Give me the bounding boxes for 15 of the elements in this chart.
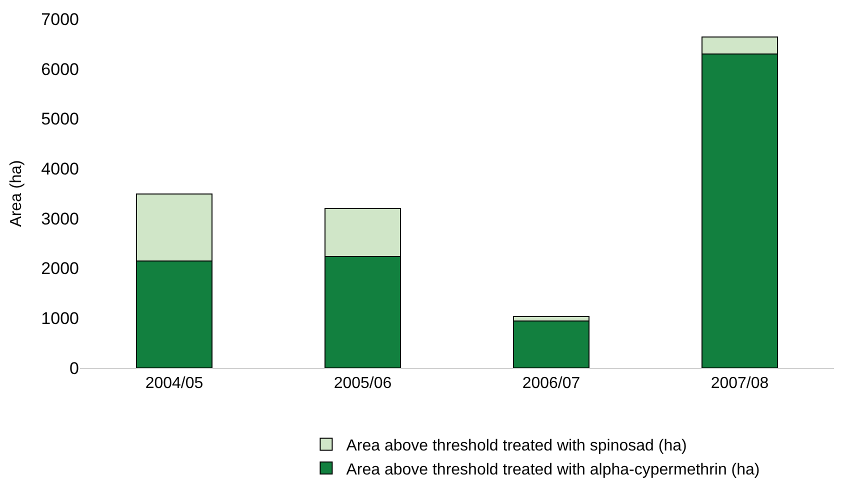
y-axis-title: Area (ha)	[8, 160, 26, 227]
x-tick-label: 2006/07	[522, 375, 580, 392]
x-tick-label: 2005/06	[334, 375, 392, 392]
legend-label: Area above threshold treated with alpha-cypermethrin (ha)	[346, 461, 760, 478]
y-tick-label: 1000	[41, 309, 79, 328]
x-tick-label: 2004/05	[145, 375, 204, 392]
y-tick-label: 6000	[41, 60, 79, 79]
y-tick-label: 5000	[41, 110, 79, 129]
y-tick-label: 7000	[41, 10, 79, 29]
y-tick-label: 2000	[41, 259, 79, 278]
y-tick-label: 4000	[41, 160, 79, 179]
x-tick-label: 2007/08	[710, 375, 769, 392]
legend-label: Area above threshold treated with spinosad (ha)	[346, 437, 687, 454]
y-tick-label: 3000	[41, 209, 79, 228]
y-tick-label: 0	[70, 358, 79, 378]
